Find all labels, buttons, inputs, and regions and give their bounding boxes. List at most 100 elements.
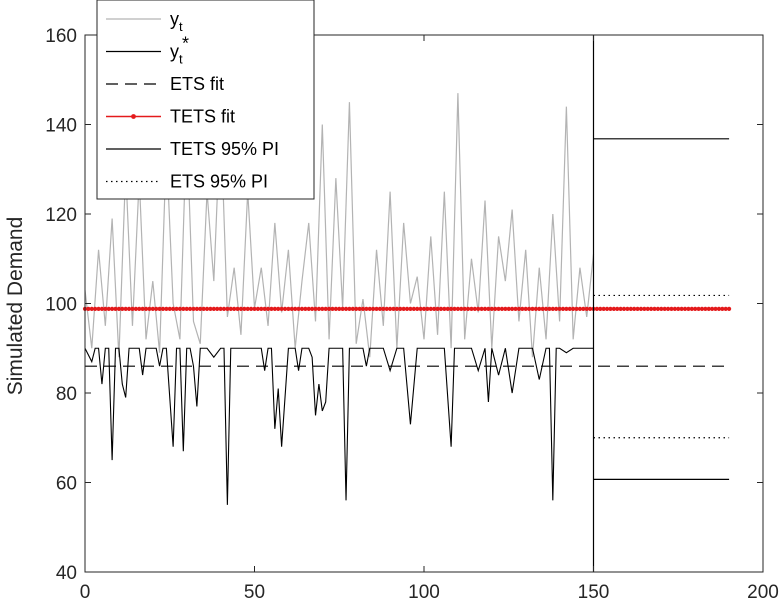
tets-fit-marker — [320, 306, 325, 311]
tets-fit-marker — [564, 306, 569, 311]
tets-fit-marker — [276, 306, 281, 311]
tets-fit-marker — [120, 306, 125, 311]
x-tick-label: 150 — [578, 582, 610, 603]
x-tick-label: 50 — [244, 582, 265, 603]
tets-fit-marker — [655, 306, 661, 311]
tets-fit-marker — [520, 306, 525, 311]
tets-fit-marker — [181, 306, 186, 311]
tets-fit-marker — [482, 306, 488, 311]
tets-fit-marker — [269, 306, 274, 311]
tets-fit-marker — [235, 306, 240, 311]
tets-fit-marker — [442, 306, 447, 311]
tets-fit-marker — [621, 306, 627, 311]
tets-fit-marker — [635, 306, 640, 311]
tets-fit-marker — [557, 306, 562, 311]
tets-fit-marker — [703, 306, 708, 311]
tets-fit-marker — [367, 306, 372, 311]
tets-fit-marker — [296, 306, 301, 311]
tets-fit-marker — [137, 306, 142, 311]
tets-fit-marker — [571, 306, 576, 311]
tets-fit-marker — [686, 306, 691, 311]
tets-fit-marker — [601, 306, 606, 311]
tets-fit-marker — [364, 306, 369, 311]
tets-fit-marker — [533, 306, 538, 311]
tets-fit-marker — [445, 306, 450, 311]
tets-fit-marker — [391, 306, 396, 311]
tets-fit-marker — [618, 306, 623, 311]
tets-fit-marker — [632, 306, 637, 311]
tets-fit-marker — [198, 306, 203, 311]
tets-fit-marker — [588, 306, 593, 311]
tets-fit-marker — [110, 306, 115, 311]
tets-fit-marker — [201, 306, 206, 311]
tets-fit-marker — [693, 306, 698, 311]
tets-fit-marker — [625, 306, 630, 311]
tets-fit-marker — [554, 306, 559, 311]
legend-item-tets-pi: TETS 95% PI — [106, 139, 279, 159]
series-y-t-line — [84, 93, 595, 358]
tets-fit-marker — [438, 306, 444, 311]
tets-fit-marker — [421, 306, 427, 311]
tets-fit-marker — [218, 306, 223, 311]
legend-label-subscript: t — [179, 52, 183, 67]
tets-fit-marker — [194, 306, 199, 311]
tets-fit-marker — [716, 306, 722, 311]
tets-fit-marker — [143, 306, 149, 311]
tets-fit-marker — [435, 306, 440, 311]
tets-fit-marker — [645, 306, 650, 311]
tets-fit-marker — [116, 306, 121, 311]
tets-fit-marker — [720, 306, 725, 311]
tets-fit-marker — [96, 306, 101, 311]
tets-fit-marker — [204, 306, 210, 311]
tets-fit-marker — [499, 306, 505, 311]
tets-fit-marker — [496, 306, 501, 311]
tets-fit-marker — [672, 306, 677, 311]
tets-fit-marker — [106, 306, 111, 311]
tets-fit-marker — [594, 306, 599, 311]
tets-fit-marker — [265, 306, 271, 311]
tets-fit-marker — [411, 306, 416, 311]
tets-fit-marker — [472, 306, 477, 311]
tets-fit-marker — [479, 306, 484, 311]
tets-fit-marker — [459, 306, 464, 311]
tets-fit-marker — [242, 306, 247, 311]
tets-fit-marker — [374, 306, 379, 311]
tets-fit-marker — [543, 306, 549, 311]
tets-fit-marker — [103, 306, 108, 311]
tets-fit-marker — [486, 306, 491, 311]
tets-fit-marker — [89, 306, 94, 311]
tets-fit-marker — [313, 306, 318, 311]
y-tick-label: 140 — [45, 116, 77, 137]
tets-fit-marker — [418, 306, 423, 311]
tets-fit-marker — [669, 306, 674, 311]
tets-fit-marker — [208, 306, 213, 311]
tets-fit-marker — [215, 306, 220, 311]
tets-fit-marker — [682, 306, 688, 311]
tets-fit-marker — [659, 306, 664, 311]
tets-fit-marker — [191, 306, 196, 311]
tets-fit-marker — [581, 306, 586, 311]
tets-fit-marker — [506, 306, 511, 311]
tets-fit-marker — [160, 306, 166, 311]
tets-fit-marker — [489, 306, 494, 311]
tets-fit-marker — [93, 306, 98, 311]
tets-fit-marker — [699, 306, 705, 311]
tets-fit-marker — [428, 306, 433, 311]
tets-fit-marker — [550, 306, 555, 311]
tets-fit-marker — [310, 306, 315, 311]
tets-fit-marker — [615, 306, 620, 311]
tets-fit-marker — [255, 306, 260, 311]
tets-fit-marker — [350, 306, 355, 311]
tets-fit-marker — [465, 306, 471, 311]
tets-fit-marker — [130, 306, 135, 311]
tets-fit-marker — [354, 306, 359, 311]
y-tick-label: 160 — [45, 26, 77, 47]
tets-fit-marker — [530, 306, 535, 311]
tets-fit-marker — [404, 306, 410, 311]
tets-fit-marker — [676, 306, 681, 311]
legend-box — [96, 0, 315, 200]
tets-fit-marker — [652, 306, 657, 311]
tets-fit-marker — [642, 306, 647, 311]
tets-fit-marker — [184, 306, 189, 311]
